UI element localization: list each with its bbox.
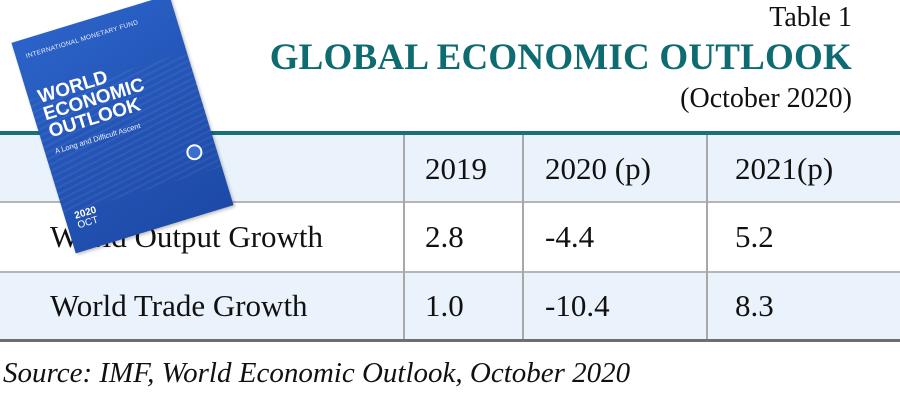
column-header-2019: 2019 — [425, 151, 487, 186]
source-note: Source: IMF, World Economic Outlook, Oct… — [3, 357, 631, 389]
row-label-trade: World Trade Growth — [50, 288, 308, 323]
cover-organization: INTERNATIONAL MONETARY FUND — [25, 19, 140, 61]
column-divider — [522, 135, 524, 339]
cover-date: 2020 OCT — [73, 205, 101, 232]
page-subtitle: (October 2020) — [680, 83, 852, 114]
table-row — [0, 271, 900, 341]
cell-trade-2019: 1.0 — [425, 288, 464, 323]
cell-output-2020: -4.4 — [545, 219, 595, 254]
cell-output-2019: 2.8 — [425, 219, 464, 254]
bottom-rule — [0, 339, 900, 342]
cell-trade-2020: -10.4 — [545, 288, 610, 323]
column-header-2020: 2020 (p) — [545, 151, 651, 186]
column-divider — [403, 135, 405, 339]
table-label: Table 1 — [769, 2, 852, 33]
top-rule — [0, 131, 900, 135]
cell-trade-2021: 8.3 — [735, 288, 774, 323]
column-divider — [706, 135, 708, 339]
cell-output-2021: 5.2 — [735, 219, 774, 254]
column-header-2021: 2021(p) — [735, 151, 834, 186]
page-title: GLOBAL ECONOMIC OUTLOOK — [269, 37, 852, 78]
